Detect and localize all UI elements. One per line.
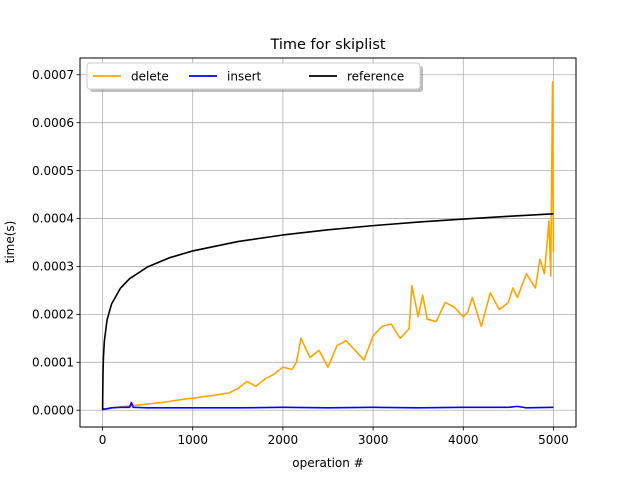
x-tick-label: 2000 [268,433,299,447]
plot-frame [79,57,577,428]
x-tick-label: 0 [99,433,107,447]
legend-label-reference: reference [347,70,404,84]
x-tick-label: 3000 [358,433,389,447]
y-tick-label: 0.0001 [32,356,74,370]
y-tick-label: 0.0007 [32,68,74,82]
y-tick-label: 0.0004 [32,212,74,226]
legend-box [86,62,421,90]
y-tick-label: 0.0003 [32,260,74,274]
series-line-insert [102,401,554,411]
y-tick-label: 0.0005 [32,164,74,178]
legend-label-delete: delete [131,70,169,84]
grid-layer [80,58,576,427]
series-layer [101,81,555,411]
y-tick-label: 0.0006 [32,116,74,130]
x-axis-title: operation # [292,456,363,470]
x-tick-label: 1000 [177,433,208,447]
chart-title: Time for skiplist [269,37,385,53]
legend: delete insert reference [86,62,423,92]
legend-label-insert: insert [227,70,262,84]
y-tick-label: 0.0000 [32,403,74,417]
x-tick-label: 4000 [448,433,479,447]
tick-layer: 0 1000 2000 3000 4000 5000 0.0000 0.0001 0.0002 0… [32,68,569,447]
series-line-delete [102,81,555,411]
y-axis-title: time(s) [3,221,17,264]
series-line-reference [101,213,554,411]
y-tick-label: 0.0002 [32,308,74,322]
x-tick-label: 5000 [538,433,569,447]
